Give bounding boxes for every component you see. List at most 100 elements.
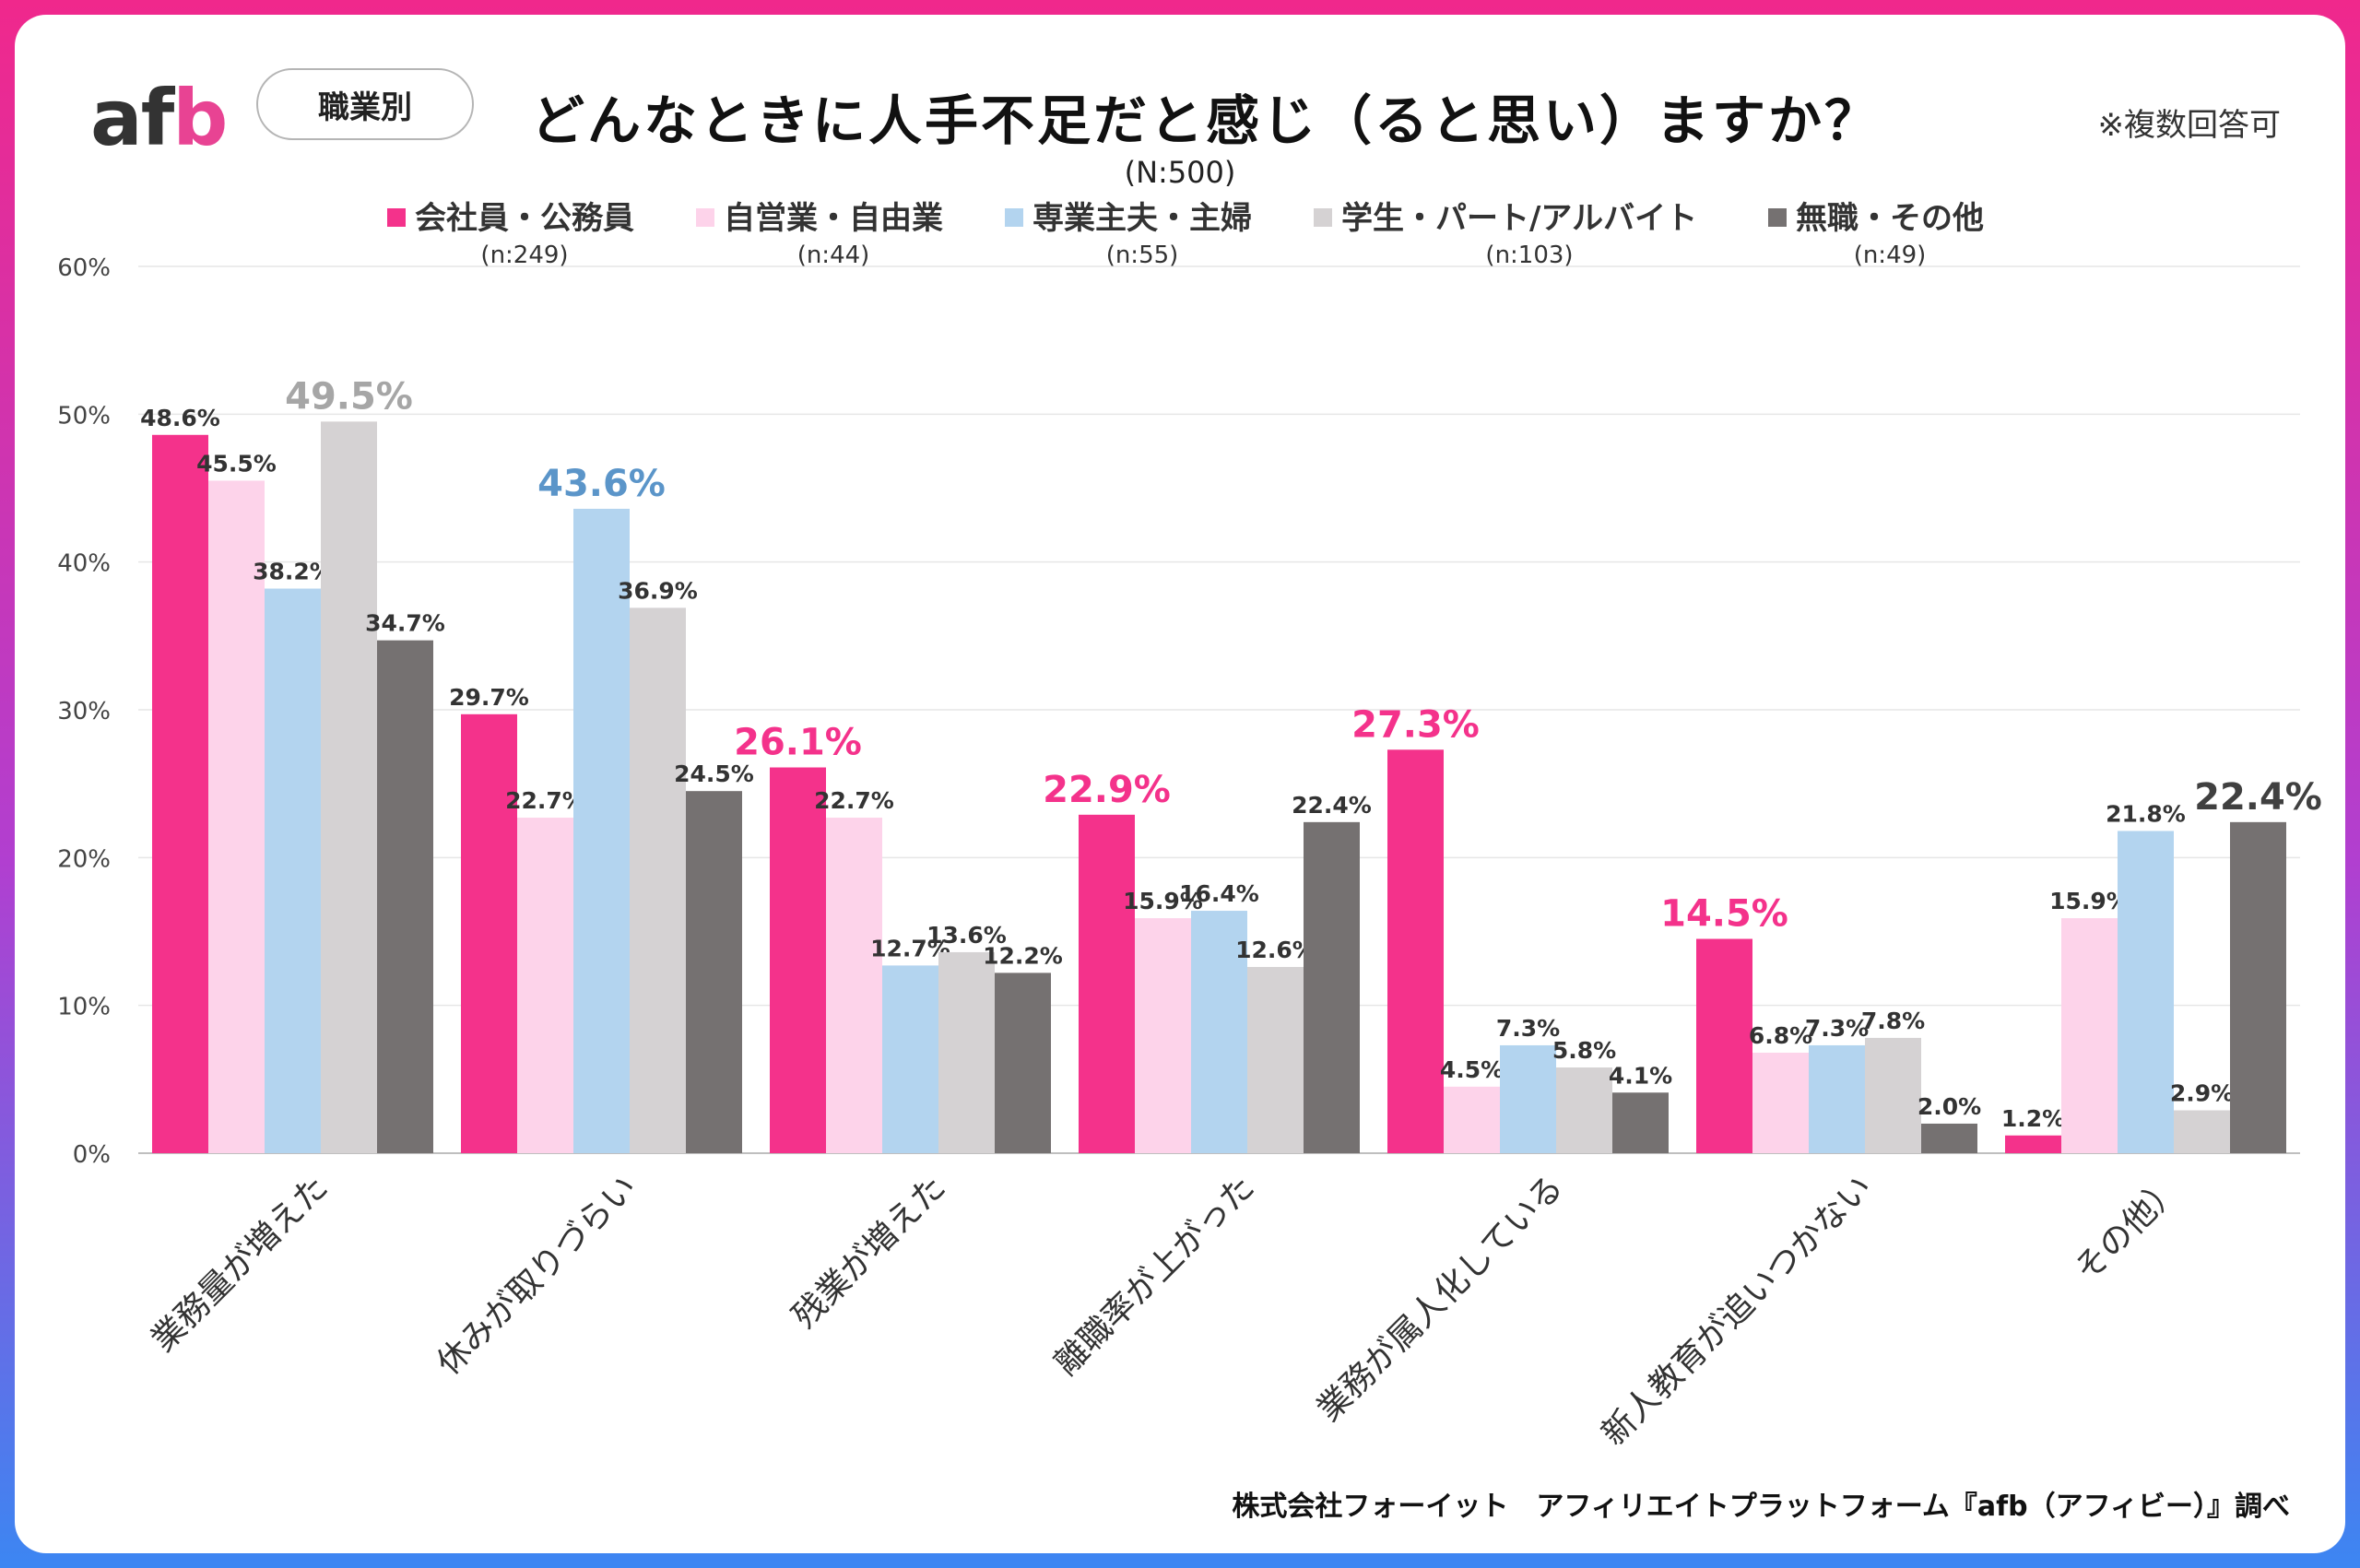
data-label: 2.0% (1918, 1093, 1981, 1120)
legend-label: 学生・パート/アルバイト (1341, 200, 1697, 237)
data-label: 7.3% (1805, 1015, 1869, 1042)
data-label: 15.9% (2049, 888, 2130, 914)
bar (1304, 821, 1360, 1153)
bar (2174, 1110, 2230, 1153)
y-tick-label: 10% (57, 994, 111, 1021)
bar (208, 480, 265, 1153)
data-label: 26.1% (734, 722, 862, 764)
category-label: 業務量が増えた (145, 1168, 336, 1359)
bar (1191, 911, 1247, 1153)
data-label: 7.3% (1496, 1015, 1560, 1042)
data-label: 38.2% (253, 559, 333, 585)
bar (686, 791, 742, 1153)
data-label: 22.4% (2194, 776, 2322, 819)
bar (377, 640, 433, 1153)
bar (1921, 1123, 1977, 1153)
multiple-answer-note: ※複数回答可 (2097, 107, 2282, 144)
bar (1752, 1052, 1809, 1153)
legend-sample-size: (n:249) (480, 242, 568, 269)
bar (517, 818, 573, 1153)
data-label: 48.6% (140, 405, 220, 431)
data-label: 16.4% (1179, 880, 1259, 907)
data-label: 4.5% (1440, 1056, 1504, 1083)
legend-label: 会社員・公務員 (415, 200, 634, 237)
bar (1809, 1044, 1865, 1153)
data-label: 45.5% (196, 450, 277, 477)
data-label: 43.6% (537, 463, 666, 505)
y-tick-label: 0% (73, 1141, 111, 1169)
chart-subtitle: (N:500) (1125, 155, 1236, 190)
data-label: 22.4% (1292, 792, 1372, 819)
category-label: その他） (2068, 1168, 2189, 1289)
bar (1135, 918, 1191, 1153)
data-label: 22.9% (1043, 769, 1171, 811)
data-label: 12.7% (870, 935, 950, 961)
bar (995, 973, 1051, 1153)
bar (882, 965, 938, 1153)
y-tick-label: 30% (57, 698, 111, 725)
data-label: 21.8% (2106, 800, 2186, 827)
y-tick-label: 40% (57, 550, 111, 578)
legend-label: 自営業・自由業 (724, 200, 943, 237)
data-label: 12.6% (1235, 937, 1316, 963)
data-label: 5.8% (1552, 1037, 1616, 1064)
bar (1444, 1086, 1500, 1153)
category-label: 離職率が上がった (1047, 1168, 1262, 1383)
y-tick-label: 20% (57, 845, 111, 873)
bar (1865, 1037, 1921, 1153)
data-label: 22.7% (505, 787, 585, 814)
bar (573, 508, 630, 1153)
data-label: 6.8% (1749, 1022, 1812, 1049)
data-label: 12.2% (983, 942, 1063, 969)
category-badge: 職業別 (256, 68, 474, 140)
afb-logo: afb (90, 73, 228, 163)
bar (2061, 918, 2118, 1153)
chart-title: どんなときに人手不足だと感じ（ると思い）ますか？ (531, 89, 1882, 152)
legend-swatch (696, 208, 714, 227)
bar (321, 421, 377, 1154)
data-label: 4.1% (1609, 1062, 1672, 1089)
bar (2230, 821, 2286, 1153)
data-label: 22.7% (814, 787, 894, 814)
legend-label: 専業主夫・主婦 (1032, 200, 1252, 237)
legend-label: 無職・その他 (1796, 200, 1984, 237)
category-label: 残業が増えた (785, 1168, 953, 1336)
bar (1556, 1067, 1612, 1153)
data-label: 49.5% (285, 375, 413, 418)
data-label: 36.9% (618, 577, 698, 604)
data-label: 15.9% (1123, 888, 1203, 914)
source-credit: 株式会社フォーイット アフィリエイトプラットフォーム『afb（アフィビー）』調べ (1232, 1491, 2290, 1523)
bar (2005, 1135, 2061, 1153)
bar (152, 434, 208, 1153)
legend-sample-size: (n:49) (1854, 242, 1927, 269)
y-tick-label: 60% (57, 254, 111, 282)
bar (826, 818, 882, 1153)
legend-sample-size: (n:103) (1485, 242, 1573, 269)
data-label: 1.2% (2001, 1105, 2065, 1132)
bar (1079, 814, 1135, 1153)
bar (1387, 749, 1444, 1153)
category-label: 業務が属人化している (1310, 1168, 1571, 1429)
data-label: 2.9% (2170, 1080, 2234, 1107)
legend-sample-size: (n:44) (797, 242, 870, 269)
legend-sample-size: (n:55) (1106, 242, 1179, 269)
bar (770, 767, 826, 1153)
data-label: 27.3% (1351, 703, 1480, 746)
bar (2118, 831, 2174, 1153)
data-label: 24.5% (674, 760, 754, 787)
bar (1247, 966, 1304, 1153)
data-label: 14.5% (1660, 893, 1788, 936)
legend-swatch (1005, 208, 1023, 227)
data-label: 13.6% (926, 922, 1007, 949)
legend-swatch (1768, 208, 1787, 227)
data-label: 7.8% (1861, 1008, 1925, 1034)
legend-swatch (387, 208, 406, 227)
bar (630, 607, 686, 1153)
bar (461, 713, 517, 1153)
bar (1696, 938, 1752, 1153)
category-label: 新人教育が追いつかない (1595, 1168, 1880, 1453)
legend-swatch (1314, 208, 1332, 227)
category-label: 休みが取りづらい (430, 1168, 644, 1383)
bar (1500, 1044, 1556, 1153)
